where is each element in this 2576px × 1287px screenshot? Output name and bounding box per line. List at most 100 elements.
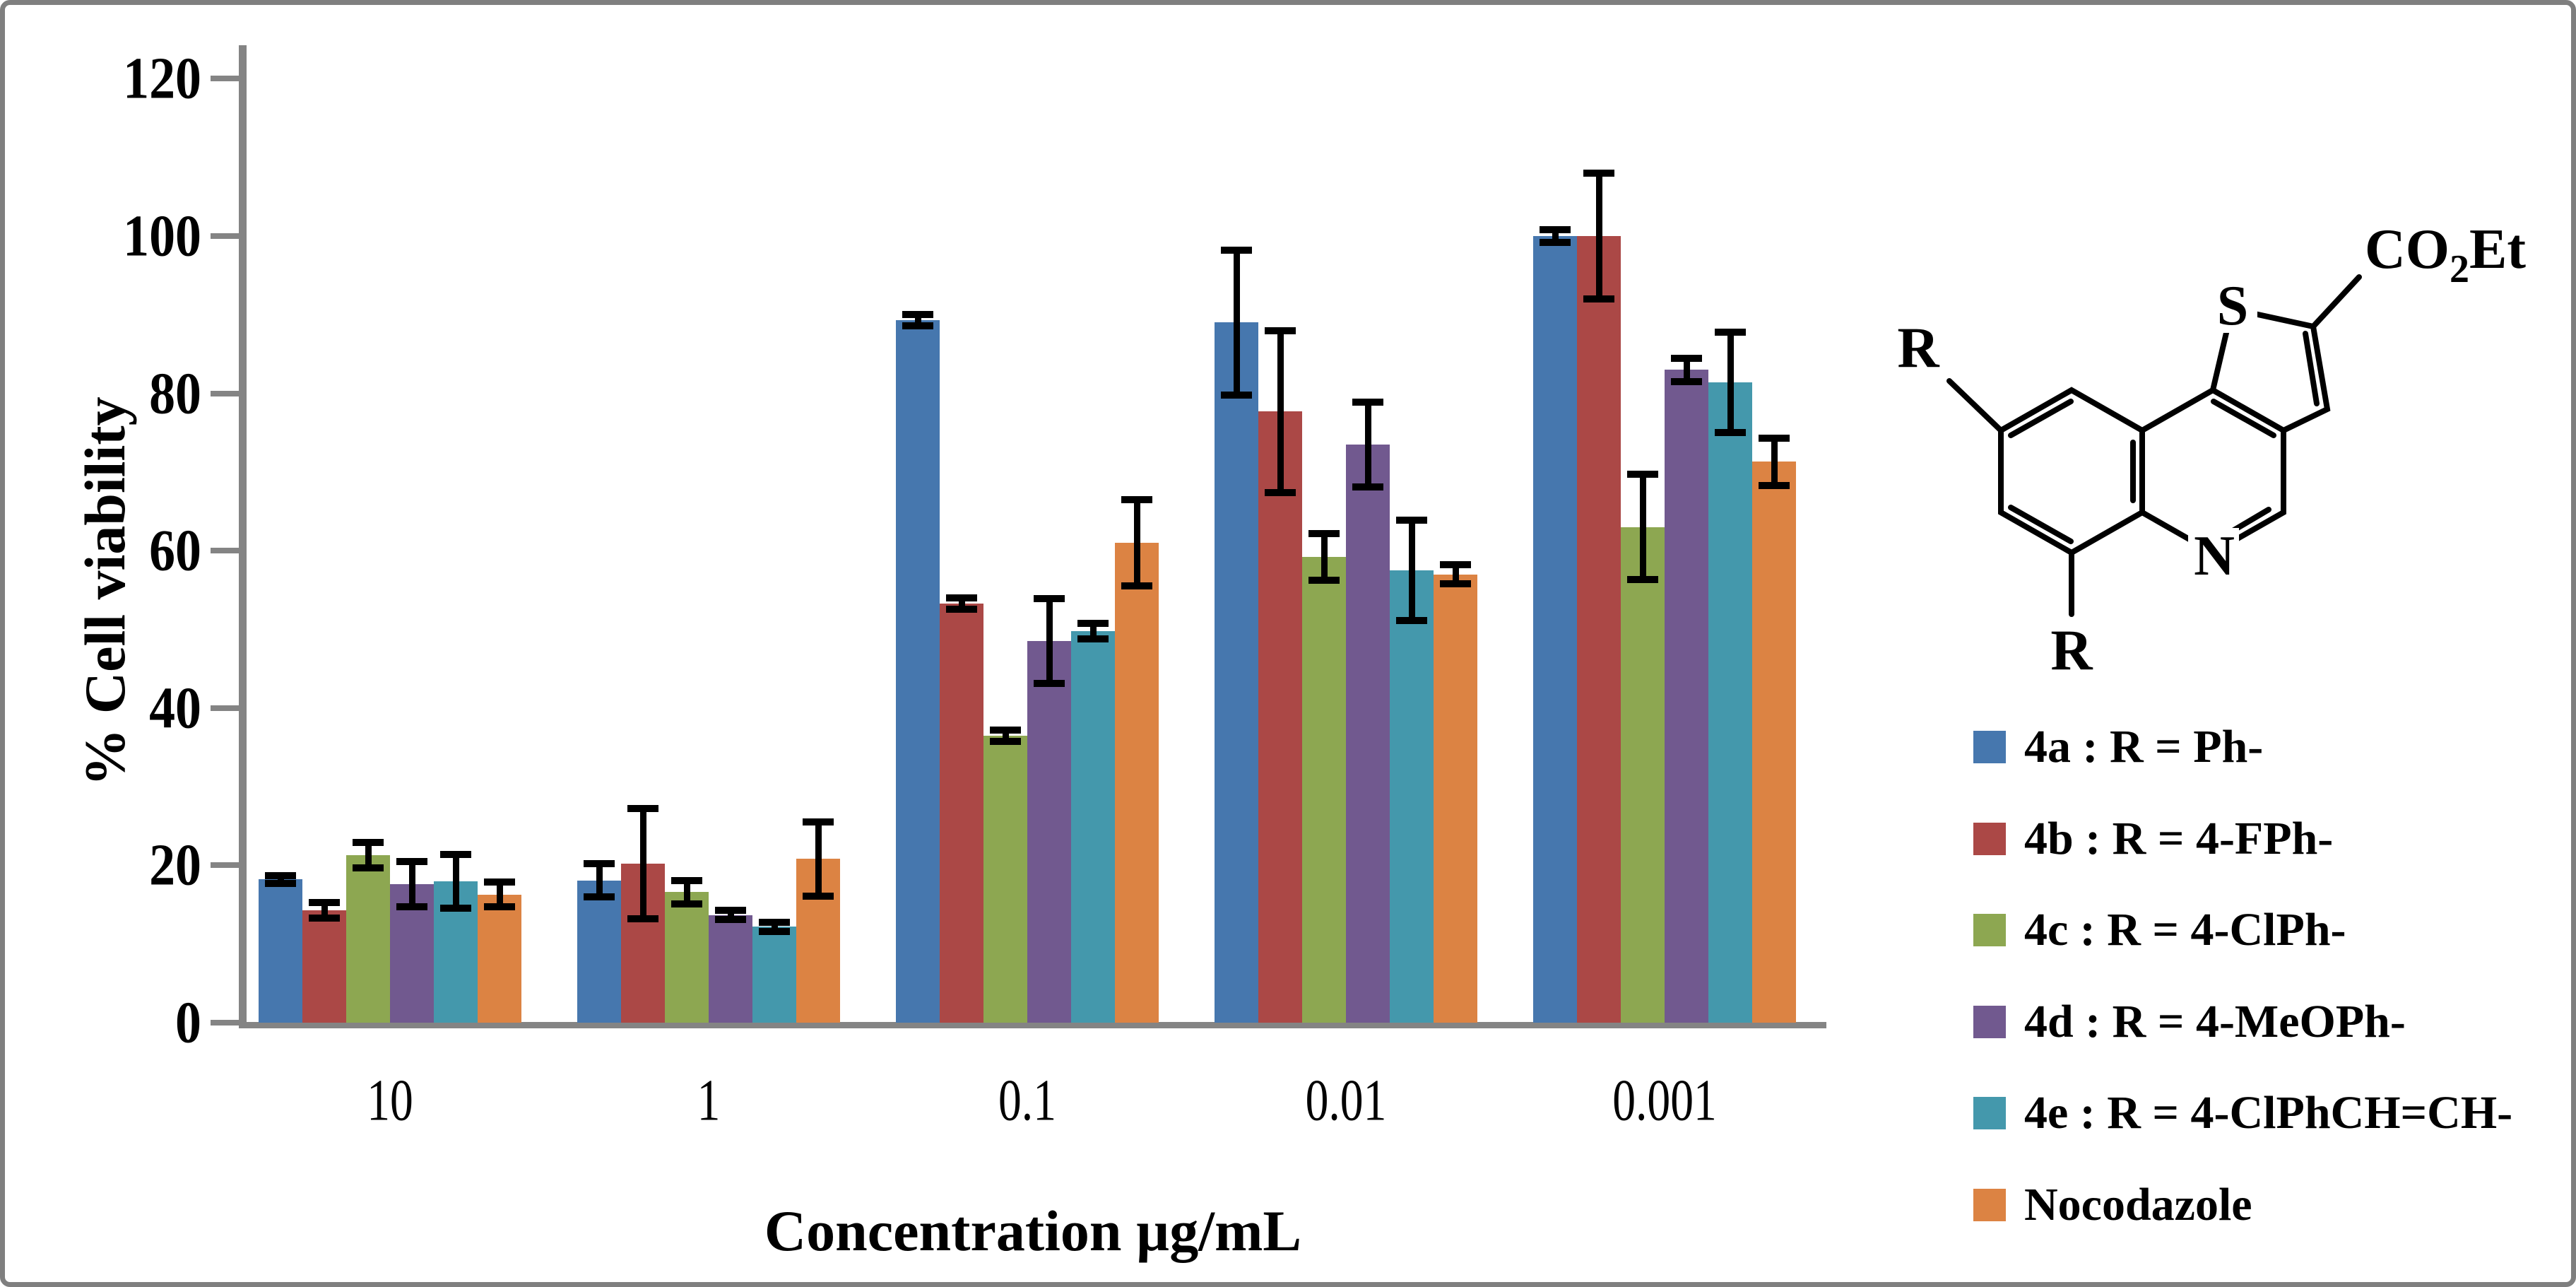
error-bar-line xyxy=(1552,230,1559,242)
y-tick-mark xyxy=(211,233,239,239)
error-bar-cap-top xyxy=(1221,247,1252,254)
error-bar-line xyxy=(1727,331,1734,433)
bar-4b-0.1 xyxy=(940,603,983,1023)
error-bar-line xyxy=(277,875,284,883)
legend-label: 4c : R = 4-ClPh- xyxy=(2024,904,2346,956)
legend-swatch-icon xyxy=(1973,823,2006,855)
error-bar-cap-bottom xyxy=(1583,295,1614,303)
error-bar-cap-bottom xyxy=(1121,582,1152,590)
error-bar-cap-bottom xyxy=(440,904,471,912)
error-bar-cap-top xyxy=(353,839,384,847)
error-bar-line xyxy=(1452,565,1459,584)
bar-4a-0.01 xyxy=(1215,322,1258,1023)
sulfur-label: S xyxy=(2217,275,2249,337)
error-bar-line xyxy=(1639,474,1646,580)
y-tick-label: 100 xyxy=(123,203,201,269)
error-bar-cap-bottom xyxy=(1671,377,1702,385)
y-tick-mark xyxy=(211,548,239,554)
bar-nocodazole-0.1 xyxy=(1115,543,1159,1023)
error-bar-line xyxy=(1089,623,1097,639)
error-bar-line xyxy=(1321,533,1328,581)
error-bar-cap-bottom xyxy=(584,893,615,900)
nitrogen-label: N xyxy=(2194,525,2235,587)
error-bar-line xyxy=(683,880,690,904)
error-bar-cap-top xyxy=(1352,398,1383,406)
ester-et: Et xyxy=(2469,218,2526,281)
legend-item-4: 4d : R = 4-MeOPh- xyxy=(1973,997,2406,1047)
y-tick-label: 60 xyxy=(149,517,201,584)
y-tick-mark xyxy=(211,76,239,82)
ester-label: CO2Et xyxy=(2365,218,2526,291)
double-bond xyxy=(2008,505,2074,544)
error-bar-line xyxy=(914,315,921,326)
error-bar-line xyxy=(1683,358,1690,382)
error-bar-line xyxy=(1595,172,1602,300)
error-bar-cap-top xyxy=(1627,471,1658,478)
error-bar-cap-bottom xyxy=(1352,483,1383,491)
error-bar-cap-bottom xyxy=(1540,238,1571,246)
bar-4b-0.001 xyxy=(1577,236,1621,1023)
double-bond xyxy=(2008,399,2074,438)
legend-label: 4a : R = Ph- xyxy=(2024,721,2264,772)
error-bar-line xyxy=(1233,250,1240,395)
bond-to-r-left xyxy=(1946,378,2004,433)
x-tick-label-0-1: 0.1 xyxy=(998,1067,1056,1134)
bar-4c-10 xyxy=(346,854,390,1023)
x-tick-label-10: 10 xyxy=(367,1067,413,1134)
error-bar-cap-top xyxy=(1396,516,1427,524)
error-bar-cap-top xyxy=(1440,561,1471,569)
error-bar-cap-top xyxy=(309,898,340,906)
bar-nocodazole-0.001 xyxy=(1752,462,1796,1023)
ester-co: CO xyxy=(2365,218,2450,281)
error-bar-cap-top xyxy=(671,876,702,884)
error-bar-cap-bottom xyxy=(627,915,658,923)
error-bar-cap-top xyxy=(1077,619,1109,627)
legend-label: 4e : R = 4-ClPhCH=CH- xyxy=(2024,1087,2513,1139)
error-bar-cap-bottom xyxy=(1627,576,1658,584)
error-bar-cap-top xyxy=(715,906,746,914)
x-tick-label-1: 1 xyxy=(697,1067,721,1134)
n-label-backdrop xyxy=(2188,528,2239,583)
y-tick-label: 0 xyxy=(175,989,201,1056)
r-left-label: R xyxy=(1897,315,1939,380)
error-bar-line xyxy=(958,597,965,609)
error-bar-cap-top xyxy=(1671,354,1702,362)
bar-4c-1 xyxy=(665,892,709,1023)
bar-nocodazole-10 xyxy=(478,894,521,1023)
x-axis-line xyxy=(239,1022,1826,1028)
error-bar-cap-top xyxy=(902,311,933,319)
legend-swatch-icon xyxy=(1973,1006,2006,1038)
double-bond xyxy=(2211,399,2276,438)
error-bar-line xyxy=(639,809,646,919)
error-bar-cap-top xyxy=(440,850,471,858)
legend-swatch-icon xyxy=(1973,731,2006,763)
error-bar-cap-bottom xyxy=(803,892,834,900)
bar-4e-0.1 xyxy=(1071,630,1115,1023)
error-bar-cap-top xyxy=(1715,328,1746,336)
error-bar-cap-top xyxy=(396,857,427,865)
x-tick-label-0-01: 0.01 xyxy=(1305,1067,1387,1134)
error-bar-cap-bottom xyxy=(1265,488,1296,496)
legend-item-1: 4a : R = Ph- xyxy=(1973,722,2263,772)
r-bottom-label: R xyxy=(2050,618,2093,682)
error-bar-cap-top xyxy=(1265,327,1296,334)
bar-4c-0.01 xyxy=(1302,557,1346,1023)
error-bar-line xyxy=(1046,599,1053,684)
bar-4c-0.1 xyxy=(983,735,1027,1023)
legend-swatch-icon xyxy=(1973,914,2006,946)
legend-item-5: 4e : R = 4-ClPhCH=CH- xyxy=(1973,1088,2512,1138)
error-bar-cap-top xyxy=(484,878,515,886)
legend-item-6: Nocodazole xyxy=(1973,1180,2252,1230)
bar-4a-0.1 xyxy=(896,320,940,1023)
y-tick-label: 120 xyxy=(123,45,201,112)
bar-4c-0.001 xyxy=(1621,527,1665,1023)
benzene-ring xyxy=(1998,387,2145,556)
error-bar-cap-top xyxy=(1034,595,1065,603)
error-bar-cap-top xyxy=(265,871,296,879)
error-bar-line xyxy=(408,861,415,907)
error-bar-cap-top xyxy=(1540,226,1571,234)
error-bar-cap-bottom xyxy=(1308,577,1340,584)
error-bar-line xyxy=(496,881,503,907)
error-bar-cap-bottom xyxy=(671,900,702,907)
